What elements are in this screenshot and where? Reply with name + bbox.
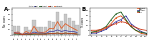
Bar bbox=[75, 25, 79, 35]
Bar bbox=[36, 27, 40, 35]
Bar bbox=[68, 18, 71, 35]
Bar bbox=[60, 21, 63, 35]
Bar bbox=[13, 26, 16, 35]
Y-axis label: % cases: % cases bbox=[81, 17, 85, 27]
Bar bbox=[52, 22, 55, 35]
Bar bbox=[24, 27, 28, 35]
Text: B: B bbox=[81, 7, 86, 12]
Bar bbox=[56, 12, 59, 35]
Bar bbox=[72, 21, 75, 35]
Text: A: A bbox=[4, 7, 8, 12]
Bar bbox=[17, 26, 20, 35]
Bar bbox=[44, 27, 47, 35]
Legend: Southwest, West, Northwest, Other: Southwest, West, Northwest, Other bbox=[137, 7, 146, 13]
Bar bbox=[48, 21, 51, 35]
Bar bbox=[32, 20, 36, 35]
Bar bbox=[64, 14, 67, 35]
Bar bbox=[21, 33, 24, 35]
Bar bbox=[40, 27, 44, 35]
Y-axis label: No. cases: No. cases bbox=[3, 16, 7, 27]
Legend: Total, West, Northwest, Other, Southwest: Total, West, Northwest, Other, Southwest bbox=[29, 6, 63, 7]
Bar bbox=[28, 30, 32, 35]
